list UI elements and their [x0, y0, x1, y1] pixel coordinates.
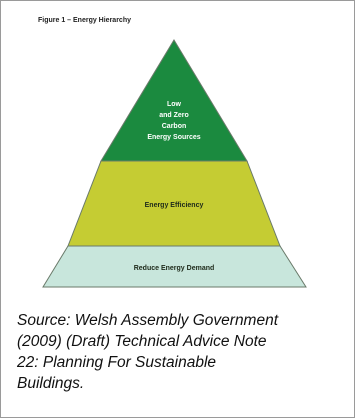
- caption-line-2: (2009) (Draft) Technical Advice Note: [17, 333, 267, 350]
- top-tier-line-3: Carbon: [162, 123, 187, 130]
- top-tier-line-1: Low: [167, 101, 182, 108]
- caption-line-3: 22: Planning For Sustainable: [17, 354, 217, 371]
- middle-tier-label: Energy Efficiency: [145, 202, 204, 209]
- base-tier-label: Reduce Energy Demand: [134, 265, 215, 272]
- caption-line-1: Source: Welsh Assembly Government: [17, 312, 279, 329]
- pyramid-tier-base: [42, 245, 307, 288]
- figure-label: Figure 1 – Energy Hierarchy: [38, 17, 131, 24]
- top-tier-line-2: and Zero: [159, 112, 189, 119]
- figure-caption: Source: Welsh Assembly Government (2009)…: [17, 310, 345, 394]
- top-tier-line-4: Energy Sources: [147, 134, 200, 141]
- caption-line-4: Buildings.: [17, 375, 85, 392]
